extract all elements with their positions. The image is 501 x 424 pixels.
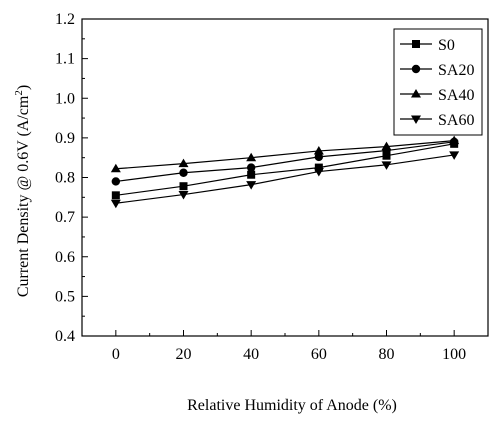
data-point-sa40 <box>110 163 121 173</box>
x-axis-title: Relative Humidity of Anode (%) <box>187 397 397 414</box>
series-line-sa60 <box>115 154 455 204</box>
y-tick-label: 0.6 <box>55 249 75 266</box>
data-point-sa20 <box>314 152 324 162</box>
y-axis-title-main: Current Density @ 0.6V (A/cm <box>15 95 32 297</box>
data-point-sa60 <box>246 181 257 190</box>
y-tick-label: 1.2 <box>55 11 75 28</box>
legend-marker-sa20 <box>411 64 421 74</box>
data-point-sa60 <box>381 161 392 170</box>
y-tick-label: 0.9 <box>55 130 75 147</box>
plot-area: 0 20 40 60 80 100 0.4 0.5 0.6 0.7 0.8 0.9 1.0 1.1 1.2 <box>55 11 489 363</box>
legend-marker-s0 <box>412 40 420 48</box>
data-point-sa40 <box>313 145 324 155</box>
data-point-sa40 <box>246 152 257 162</box>
legend-label-s0: S0 <box>438 37 455 54</box>
data-point-sa20 <box>111 177 121 186</box>
y-tick-label: 0.8 <box>55 170 75 187</box>
data-point-sa60 <box>178 191 189 200</box>
x-tick-label: 100 <box>442 346 466 363</box>
y-tick-label: 1.1 <box>55 51 75 68</box>
y-axis-title-superscript: 2 <box>13 90 25 96</box>
x-tick-label: 60 <box>311 346 327 363</box>
data-point-sa40 <box>178 158 189 168</box>
data-point-s0 <box>247 170 256 179</box>
data-point-s0 <box>382 151 391 160</box>
y-axis-title: Current Density @ 0.6V (A/cm2) <box>13 85 32 297</box>
x-tick-label: 0 <box>112 346 120 363</box>
data-point-sa60 <box>449 151 460 160</box>
data-point-sa20 <box>179 168 188 177</box>
data-point-sa40 <box>449 135 460 145</box>
x-tick-label: 40 <box>243 346 259 363</box>
data-point-s0 <box>179 182 188 191</box>
y-tick-label: 0.4 <box>55 328 75 345</box>
data-point-sa20 <box>246 163 256 172</box>
legend-label-sa40: SA40 <box>438 87 474 104</box>
data-point-s0 <box>314 163 323 172</box>
y-tick-label: 0.7 <box>55 209 75 226</box>
x-tick-label: 80 <box>379 346 395 363</box>
legend-label-sa60: SA60 <box>438 112 474 129</box>
legend-box <box>393 28 483 136</box>
y-axis-title-close: ) <box>15 85 32 90</box>
data-point-sa60 <box>110 199 121 209</box>
data-point-sa60 <box>313 168 324 177</box>
legend-marker-sa40 <box>411 89 421 98</box>
y-tick-label: 0.5 <box>55 288 75 305</box>
series-line-sa40 <box>115 140 455 170</box>
series-line-s0 <box>115 143 455 196</box>
series-line-sa20 <box>115 141 455 183</box>
legend-marker-sa60 <box>411 115 421 124</box>
legend-label-sa20: SA20 <box>438 62 474 79</box>
data-point-sa40 <box>381 141 392 151</box>
x-tick-label: 20 <box>176 346 192 363</box>
legend: S0 SA20 SA40 SA60 <box>393 28 483 136</box>
data-point-s0 <box>111 191 120 200</box>
y-tick-label: 1.0 <box>55 90 75 107</box>
